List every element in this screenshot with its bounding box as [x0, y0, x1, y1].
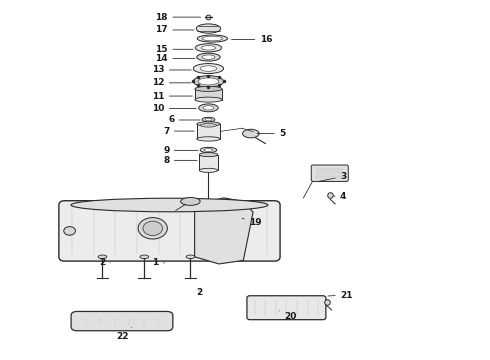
Ellipse shape	[202, 117, 215, 122]
Bar	[195, 89, 222, 100]
Ellipse shape	[202, 55, 215, 59]
Ellipse shape	[195, 97, 222, 102]
Text: 19: 19	[242, 218, 262, 228]
FancyBboxPatch shape	[71, 311, 173, 331]
Ellipse shape	[140, 255, 149, 258]
Polygon shape	[195, 198, 253, 264]
Text: 6: 6	[168, 116, 200, 125]
Ellipse shape	[203, 106, 214, 110]
Text: 22: 22	[116, 327, 131, 341]
Ellipse shape	[201, 46, 216, 50]
FancyBboxPatch shape	[311, 165, 348, 181]
Ellipse shape	[194, 76, 223, 87]
Ellipse shape	[138, 217, 168, 239]
Ellipse shape	[181, 198, 200, 205]
Text: 18: 18	[155, 13, 200, 22]
Text: 20: 20	[279, 311, 296, 321]
Text: 2: 2	[99, 258, 110, 267]
Text: 3: 3	[319, 172, 346, 181]
Ellipse shape	[197, 53, 220, 61]
Text: 17: 17	[155, 26, 194, 35]
Ellipse shape	[200, 147, 217, 153]
Ellipse shape	[71, 198, 268, 212]
Ellipse shape	[200, 66, 217, 71]
Ellipse shape	[143, 221, 163, 235]
Text: 14: 14	[155, 54, 195, 63]
Ellipse shape	[197, 122, 220, 126]
Ellipse shape	[197, 137, 220, 141]
FancyBboxPatch shape	[247, 296, 326, 320]
Text: 5: 5	[257, 129, 285, 138]
Ellipse shape	[186, 255, 195, 258]
Text: 4: 4	[331, 192, 346, 201]
FancyBboxPatch shape	[59, 201, 280, 261]
Ellipse shape	[205, 118, 212, 121]
Ellipse shape	[195, 86, 222, 91]
Text: 8: 8	[163, 156, 197, 165]
Ellipse shape	[196, 24, 220, 33]
Text: 12: 12	[152, 78, 191, 87]
Text: 9: 9	[163, 146, 198, 155]
Ellipse shape	[98, 255, 107, 258]
Text: 16: 16	[231, 35, 272, 44]
Ellipse shape	[197, 35, 227, 42]
Ellipse shape	[202, 36, 222, 41]
Text: 15: 15	[155, 45, 193, 54]
Ellipse shape	[243, 129, 259, 138]
Ellipse shape	[194, 64, 223, 73]
Ellipse shape	[199, 104, 218, 112]
Bar	[197, 124, 220, 139]
Ellipse shape	[64, 226, 75, 235]
Ellipse shape	[204, 149, 213, 152]
Ellipse shape	[198, 78, 219, 85]
Text: 1: 1	[152, 258, 165, 267]
Text: 7: 7	[163, 127, 194, 136]
Text: 2: 2	[196, 288, 202, 297]
Ellipse shape	[199, 168, 218, 172]
Ellipse shape	[196, 44, 221, 52]
Text: 13: 13	[152, 66, 191, 75]
Ellipse shape	[200, 123, 217, 127]
Text: 10: 10	[152, 104, 196, 113]
Text: 11: 11	[152, 91, 192, 100]
Bar	[199, 155, 218, 170]
Ellipse shape	[199, 153, 218, 157]
Text: 21: 21	[328, 291, 352, 300]
